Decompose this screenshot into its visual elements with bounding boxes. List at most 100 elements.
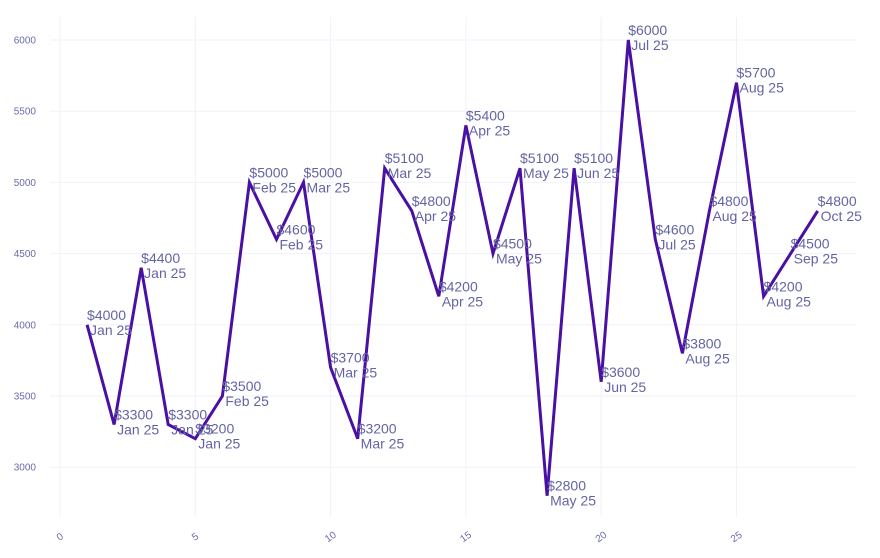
- data-label-date: May 25: [496, 251, 542, 267]
- data-label-value: $3500: [222, 378, 261, 394]
- data-label-value: $6000: [628, 22, 667, 38]
- y-tick-label: 5000: [14, 178, 37, 189]
- data-label-value: $2800: [547, 478, 586, 494]
- data-label-value: $4800: [709, 193, 748, 209]
- data-label-date: Jan 25: [117, 421, 159, 437]
- x-tick-label: 10: [323, 529, 339, 545]
- y-tick-label: 4000: [14, 320, 37, 331]
- y-axis-ticks: 3000 3500 4000 4500 5000 5500 6000: [14, 36, 37, 474]
- data-label-value: $5000: [249, 164, 288, 180]
- data-label-date: Aug 25: [712, 208, 757, 224]
- data-label-value: $4000: [87, 307, 126, 323]
- data-label-date: Jan 25: [198, 436, 240, 452]
- data-label-value: $4800: [412, 193, 451, 209]
- data-label-date: Jan 25: [171, 421, 213, 437]
- data-label-value: $4200: [764, 278, 803, 294]
- data-label-value: $4800: [818, 193, 857, 209]
- data-label-value: $4200: [439, 278, 478, 294]
- y-tick-label: 4500: [14, 249, 37, 260]
- data-label-date: Feb 25: [252, 179, 296, 195]
- data-label-date: Aug 25: [685, 350, 730, 366]
- data-label-value: $3300: [114, 406, 153, 422]
- data-label-date: Apr 25: [415, 208, 456, 224]
- y-tick-label: 3000: [14, 463, 37, 474]
- data-label-value: $4600: [655, 221, 694, 237]
- data-label-date: Sep 25: [794, 251, 839, 267]
- data-label-value: $4400: [141, 250, 180, 266]
- data-label-date: Aug 25: [740, 80, 785, 96]
- data-label-value: $4600: [276, 221, 315, 237]
- data-label-date: Mar 25: [307, 179, 351, 195]
- data-label-date: May 25: [550, 493, 596, 509]
- data-label-date: Jun 25: [577, 165, 619, 181]
- data-label-value: $5100: [385, 150, 424, 166]
- data-label-value: $3300: [168, 406, 207, 422]
- data-label-date: Oct 25: [821, 208, 862, 224]
- data-label-date: Aug 25: [767, 293, 812, 309]
- y-tick-label: 6000: [14, 36, 37, 47]
- data-label-value: $5100: [574, 150, 613, 166]
- data-label-date: Jan 25: [90, 322, 132, 338]
- data-label-value: $5400: [466, 107, 505, 123]
- data-label-date: Apr 25: [469, 122, 510, 138]
- data-label-value: $3600: [601, 364, 640, 380]
- data-label-date: Mar 25: [361, 436, 405, 452]
- data-label-date: Feb 25: [225, 393, 269, 409]
- data-label-date: Mar 25: [334, 365, 378, 381]
- data-label-value: $3200: [358, 421, 397, 437]
- y-tick-label: 3500: [14, 392, 37, 403]
- y-tick-label: 5500: [14, 107, 37, 118]
- data-label-date: Jan 25: [144, 265, 186, 281]
- x-tick-label: 25: [729, 529, 745, 545]
- data-label-value: $3200: [195, 421, 234, 437]
- data-label-value: $3700: [331, 350, 370, 366]
- data-label-date: Jul 25: [658, 236, 696, 252]
- data-label-value: $4500: [791, 236, 830, 252]
- data-label-date: May 25: [523, 165, 569, 181]
- x-tick-label: 0: [55, 531, 66, 543]
- x-axis-ticks: 0 5 10 15 20 25: [55, 529, 745, 545]
- data-label-value: $5700: [737, 65, 776, 81]
- data-label-value: $3800: [682, 335, 721, 351]
- data-label-value: $5100: [520, 150, 559, 166]
- x-tick-label: 15: [458, 529, 474, 545]
- data-label-value: $4500: [493, 236, 532, 252]
- data-label-date: Mar 25: [388, 165, 432, 181]
- data-label-date: Feb 25: [279, 236, 323, 252]
- x-tick-label: 20: [594, 529, 610, 545]
- data-label-date: Apr 25: [442, 293, 483, 309]
- x-tick-label: 5: [190, 531, 201, 543]
- data-label-value: $5000: [304, 164, 343, 180]
- series-line: [85, 39, 819, 496]
- data-label-date: Jun 25: [604, 379, 646, 395]
